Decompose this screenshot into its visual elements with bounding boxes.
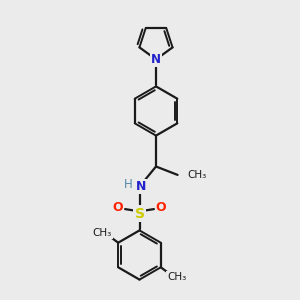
Text: S: S [134,207,145,220]
Text: H: H [124,178,133,191]
Text: N: N [151,53,161,66]
Text: N: N [136,180,146,193]
Text: CH₃: CH₃ [93,228,112,238]
Text: O: O [156,201,167,214]
Text: CH₃: CH₃ [167,272,186,282]
Text: CH₃: CH₃ [187,170,206,180]
Text: O: O [112,201,123,214]
